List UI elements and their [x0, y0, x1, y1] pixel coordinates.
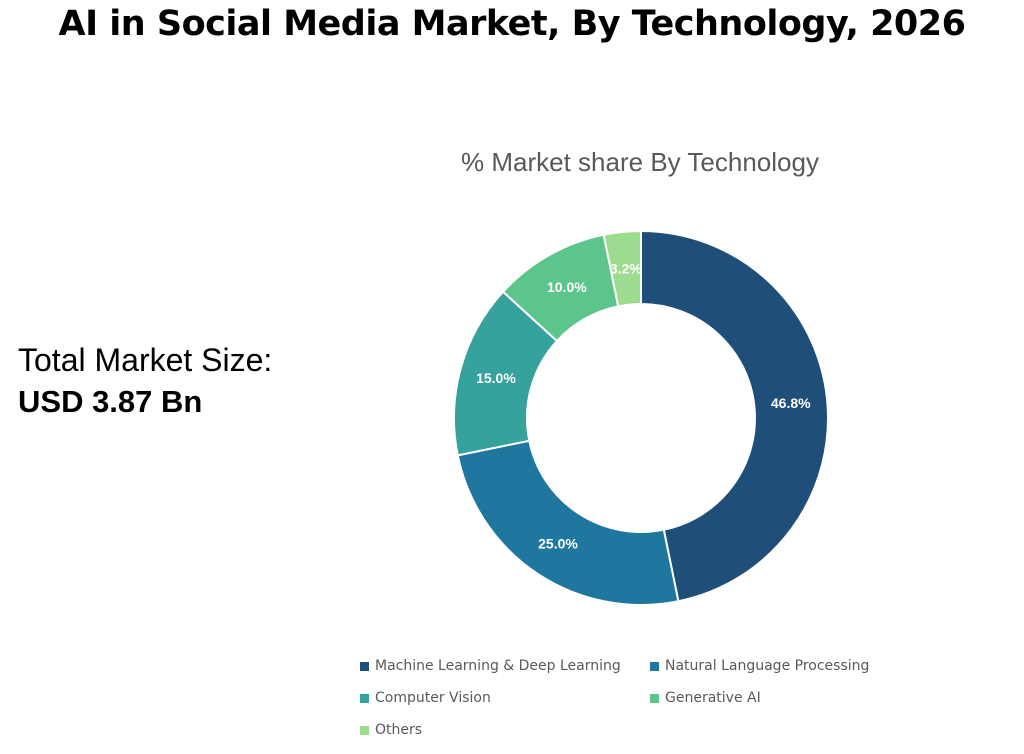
legend-label: Natural Language Processing	[665, 658, 870, 674]
donut-slices	[453, 229, 829, 606]
market-size-block: Total Market Size: USD 3.87 Bn	[18, 340, 272, 424]
legend-swatch	[650, 693, 659, 703]
legend-item-2: Computer Vision	[360, 690, 491, 706]
slice-data-label-2: 15.0%	[476, 370, 516, 386]
chart-title: % Market share By Technology	[461, 147, 819, 177]
donut-slice-1	[456, 439, 680, 606]
slice-data-label-3: 10.0%	[547, 279, 587, 295]
legend-label: Computer Vision	[375, 690, 491, 706]
donut-labels: 46.8% 25.0% 15.0% 10.0% 3.2%	[476, 260, 811, 551]
donut-slice-4	[602, 229, 642, 308]
legend-item-4: Others	[360, 722, 422, 738]
legend-item-1: Natural Language Processing	[650, 658, 869, 674]
legend-label: Machine Learning & Deep Learning	[375, 658, 621, 674]
legend-item-0: Machine Learning & Deep Learning	[360, 658, 621, 674]
page-title: AI in Social Media Market, By Technology…	[58, 4, 966, 44]
legend-item-3: Generative AI	[650, 690, 761, 706]
legend-swatch	[360, 725, 369, 735]
legend-label: Others	[375, 722, 423, 738]
slice-data-label-1: 25.0%	[538, 536, 578, 552]
market-size-value: USD 3.87 Bn	[18, 384, 203, 419]
slice-data-label-4: 3.2%	[610, 260, 642, 276]
legend-label: Generative AI	[665, 690, 761, 706]
legend-swatch	[650, 661, 659, 671]
legend-swatch	[360, 661, 369, 671]
market-size-label: Total Market Size:	[18, 342, 273, 378]
slice-data-label-0: 46.8%	[771, 395, 811, 411]
legend-swatch	[360, 693, 369, 703]
donut-slice-0	[640, 229, 829, 603]
